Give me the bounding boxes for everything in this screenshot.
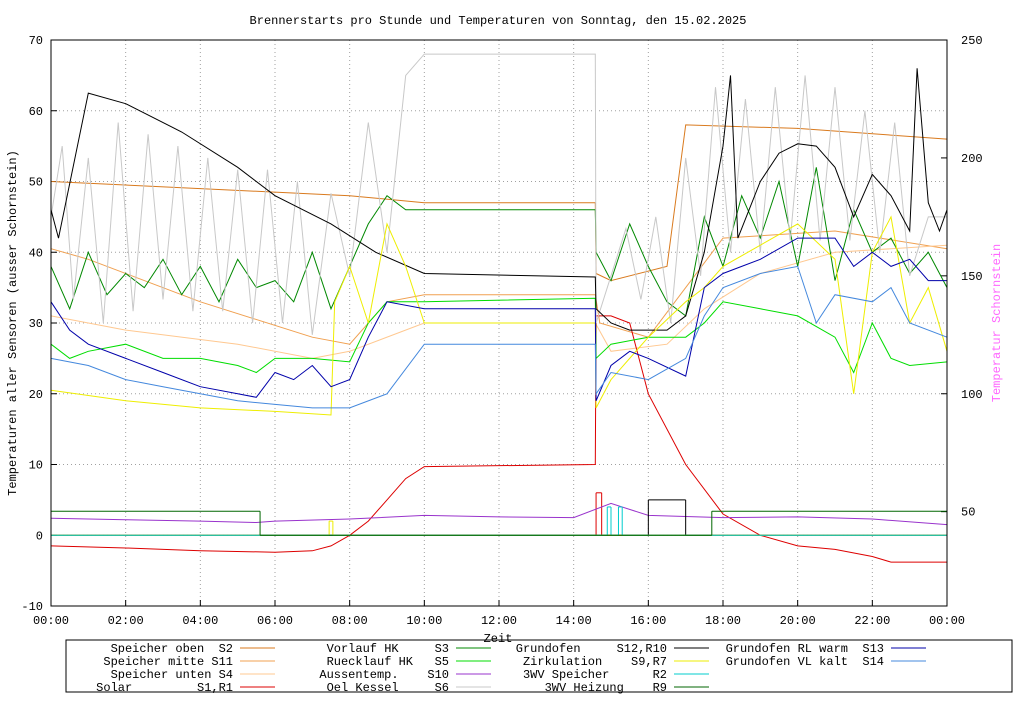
legend-label: Speicher unten S4 [111, 668, 233, 682]
y2-tick-label: 150 [961, 270, 983, 284]
legend-label: 3WV Heizung R9 [545, 681, 667, 695]
chart-title: Brennerstarts pro Stunde und Temperature… [250, 14, 747, 28]
x-tick-label: 02:00 [108, 614, 144, 628]
legend-label: Aussentemp. S10 [319, 668, 449, 682]
series-line [50, 215, 948, 416]
x-tick-label: 06:00 [257, 614, 293, 628]
y-tick-label: 70 [29, 34, 43, 48]
series-line [50, 53, 947, 335]
legend-label: Ruecklauf HK S5 [327, 655, 449, 669]
series-line [50, 230, 948, 345]
x-tick-label: 12:00 [481, 614, 517, 628]
legend-label: Grundofen S12,R10 [516, 642, 667, 656]
series-line [50, 167, 948, 317]
y-tick-label: 30 [29, 317, 43, 331]
x-tick-label: 10:00 [406, 614, 442, 628]
y-tick-label: 10 [29, 459, 43, 473]
x-tick-label: 16:00 [630, 614, 666, 628]
legend-box [65, 639, 1013, 693]
x-tick-label: 08:00 [332, 614, 368, 628]
x-tick-label: 20:00 [780, 614, 816, 628]
x-tick-label: 00:00 [33, 614, 69, 628]
legend-label: Solar S1,R1 [96, 681, 233, 695]
x-tick-label: 14:00 [556, 614, 592, 628]
x-tick-label: 18:00 [705, 614, 741, 628]
y-tick-label: -10 [21, 600, 43, 614]
y-tick-label: 50 [29, 176, 43, 190]
legend-label: Vorlauf HK S3 [327, 642, 449, 656]
y2-axis-label: Temperatur Schornstein [990, 244, 1004, 402]
series-line [50, 265, 948, 409]
y-axis-label: Temperaturen aller Sensoren (ausser Scho… [6, 150, 20, 496]
y2-tick-label: 250 [961, 34, 983, 48]
y2-tick-label: 50 [961, 506, 975, 520]
legend-label: Speicher oben S2 [111, 642, 233, 656]
y2-tick-label: 100 [961, 388, 983, 402]
y2-tick-label: 200 [961, 152, 983, 166]
y-tick-label: 20 [29, 388, 43, 402]
legend-label: Grundofen RL warm S13 [726, 642, 884, 656]
x-axis-label: Zeit [484, 632, 513, 646]
y-tick-label: 0 [36, 529, 43, 543]
legend-label: Zirkulation S9,R7 [523, 655, 667, 669]
x-tick-label: 04:00 [182, 614, 218, 628]
plot-frame [50, 39, 948, 607]
series-line [50, 502, 948, 526]
x-tick-label: 00:00 [929, 614, 965, 628]
y-tick-label: 60 [29, 105, 43, 119]
x-tick-label: 22:00 [854, 614, 890, 628]
legend-label: Grundofen VL kalt S14 [726, 655, 884, 669]
legend-label: Oel Kessel S6 [327, 681, 449, 695]
series-line [50, 68, 948, 331]
y-tick-label: 40 [29, 246, 43, 260]
legend-label: Speicher mitte S11 [103, 655, 233, 669]
legend-label: 3WV Speicher R2 [523, 668, 667, 682]
series-line [50, 297, 948, 374]
